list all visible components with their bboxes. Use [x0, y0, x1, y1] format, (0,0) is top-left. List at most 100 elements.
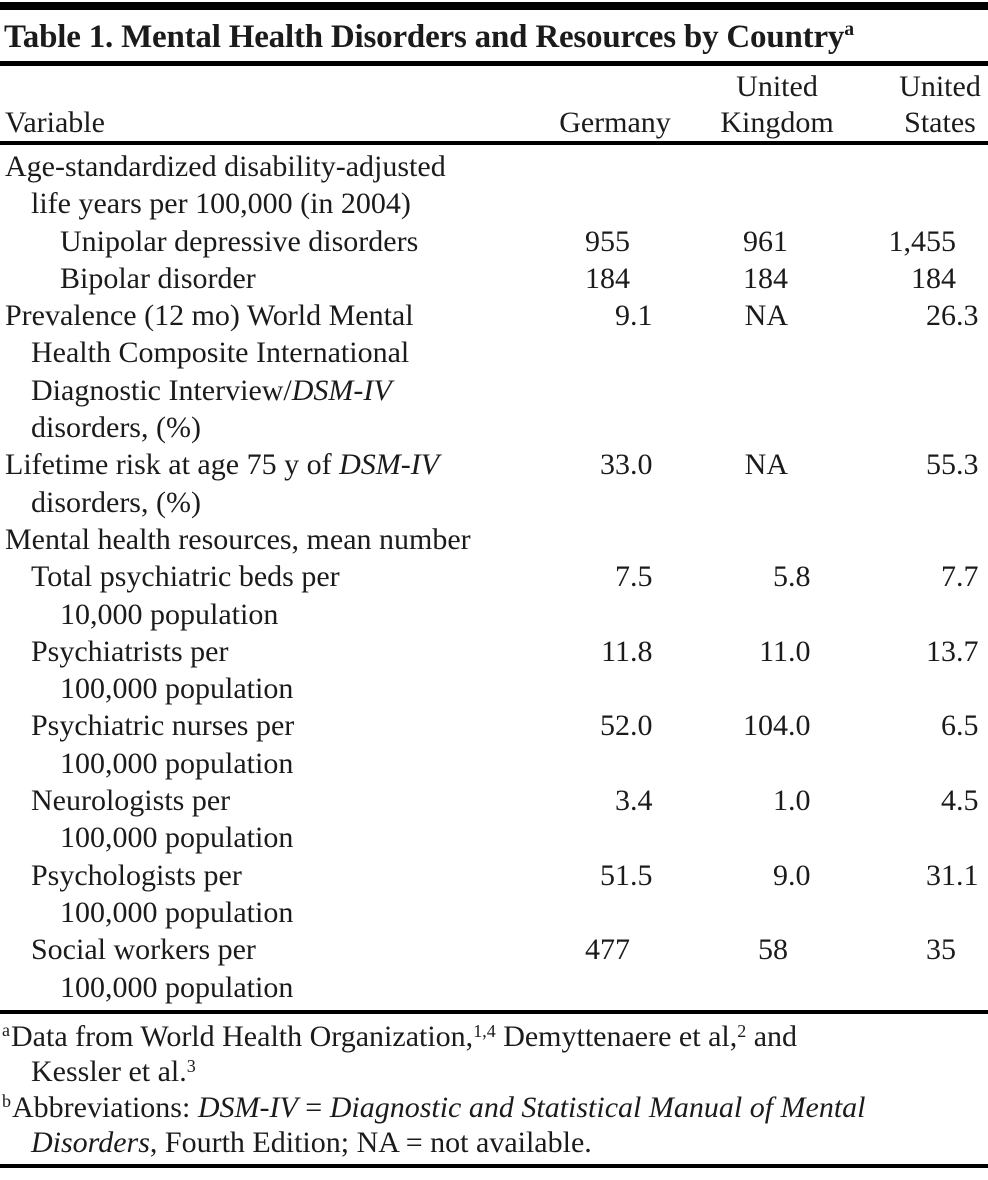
table-footnotes: aData from World Health Organization,1,4…: [0, 1014, 988, 1164]
table-row-line: Prevalence (12 mo) World Mental 9.1 NA 26.3: [0, 297, 988, 334]
value-integer-part: 52: [600, 709, 630, 743]
value-decimal-part: .0: [630, 709, 653, 743]
value-integer-part: 3: [615, 784, 630, 818]
value-germany: 33.0: [540, 446, 690, 483]
title-footnote-marker: a: [844, 18, 854, 40]
label-text: Psychologists per: [31, 858, 242, 892]
value-integer-part: 9: [615, 299, 630, 333]
footnote-line: Disorders, Fourth Edition; NA = not avai…: [0, 1125, 988, 1161]
value-united-states: 6.5: [840, 707, 988, 744]
value-decimal-part: .8: [788, 560, 811, 594]
table-row-line: Health Composite International: [0, 334, 988, 371]
value-united-states: 35: [840, 931, 988, 968]
value-decimal-part: .5: [956, 784, 979, 818]
label-text: Neurologists per: [31, 784, 231, 818]
column-header-variable: Variable: [5, 106, 105, 139]
value-united-kingdom: 184: [690, 260, 840, 297]
column-header-germany-line2: Germany: [559, 106, 671, 139]
value-integer-part: 184: [585, 261, 630, 295]
table-row-line: Age-standardized disability-adjusted: [0, 148, 988, 185]
value-integer-part: 7: [615, 560, 630, 594]
label-text: Psychiatrists per: [31, 634, 229, 668]
value-integer-part: 104: [743, 709, 788, 743]
reference-superscript: 3: [186, 1056, 196, 1077]
top-rule: [0, 2, 988, 10]
table-row-line: Diagnostic Interview/DSM-IV: [0, 372, 988, 409]
value-integer-part: 5: [773, 560, 788, 594]
value-decimal-part: .4: [630, 784, 653, 818]
row-label: Psychiatric nurses per: [0, 707, 540, 744]
reference-superscript: 2: [737, 1020, 747, 1041]
row-label: Health Composite International: [0, 334, 540, 371]
row-label: Psychiatrists per: [0, 633, 540, 670]
value-decimal-part: .8: [630, 634, 653, 668]
table-row-line: 100,000 population: [0, 670, 988, 707]
value-united-kingdom: 58: [690, 931, 840, 968]
row-label: Bipolar disorder: [0, 260, 540, 297]
table-row-line: 100,000 population: [0, 745, 988, 782]
value-united-states: 55.3: [840, 446, 988, 483]
value-united-kingdom: 11.0: [690, 633, 840, 670]
table-title-text: Table 1. Mental Health Disorders and Res…: [4, 19, 845, 55]
label-text: 100,000 population: [60, 821, 294, 855]
value-germany: 3.4: [540, 782, 690, 819]
value-integer-part: 1: [773, 784, 788, 818]
value-integer-part: 13: [926, 634, 956, 668]
table-row-line: Lifetime risk at age 75 y of DSM-IV 33.0 N…: [0, 446, 988, 483]
label-text: Data from World Health Organization,: [11, 1019, 474, 1053]
value-integer-part: NA: [744, 448, 788, 482]
header-row-1: United United: [0, 69, 988, 105]
row-label: 10,000 population: [0, 596, 540, 633]
table-row-line: Total psychiatric beds per 7.5 5.8 7.7: [0, 558, 988, 595]
label-text: Diagnostic Interview/: [31, 373, 292, 407]
value-germany: 955: [540, 223, 690, 260]
value-integer-part: 4: [941, 784, 956, 818]
row-label: disorders, (%): [0, 409, 540, 446]
row-label: 100,000 population: [0, 969, 540, 1006]
value-germany: 9.1: [540, 297, 690, 334]
title-separator-rule: [0, 61, 988, 66]
label-text: life years per 100,000 (in 2004): [31, 187, 411, 221]
italic-text: DSM-IV: [339, 448, 440, 482]
value-integer-part: 961: [743, 224, 788, 258]
table-row-line: Social workers per 477 58 35: [0, 931, 988, 968]
label-text: Bipolar disorder: [60, 261, 256, 295]
value-integer-part: 51: [600, 858, 630, 892]
italic-text: DSM-IV: [291, 373, 392, 407]
header-row-2: Variable Germany Kingdom States: [0, 105, 988, 141]
value-germany: 184: [540, 260, 690, 297]
label-text: Health Composite International: [31, 336, 410, 370]
label-text: Social workers per: [31, 933, 256, 967]
table-body: Age-standardized disability-adjusted life…: [0, 145, 988, 1010]
row-label: Total psychiatric beds per: [0, 558, 540, 595]
row-label: Unipolar depressive disorders: [0, 223, 540, 260]
value-united-kingdom: 5.8: [690, 558, 840, 595]
column-header-germany-line1: [540, 69, 690, 105]
footnote-line: bAbbreviations: DSM-IV = Diagnostic and …: [0, 1090, 988, 1126]
table-row-line: Unipolar depressive disorders 955 961 1,455: [0, 223, 988, 260]
table-row-line: Psychiatric nurses per 52.0 104.0 6.5: [0, 707, 988, 744]
row-label: Social workers per: [0, 931, 540, 968]
table-title: Table 1. Mental Health Disorders and Res…: [0, 10, 988, 61]
value-decimal-part: .0: [630, 448, 653, 482]
row-label: Prevalence (12 mo) World Mental: [0, 297, 540, 334]
header-separator-rule: [0, 141, 988, 145]
value-germany: 11.8: [540, 633, 690, 670]
value-decimal-part: .5: [630, 560, 653, 594]
label-text: Abbreviations:: [12, 1090, 198, 1124]
value-decimal-part: .1: [956, 858, 979, 892]
value-united-kingdom: NA: [690, 297, 840, 334]
row-label: 100,000 population: [0, 745, 540, 782]
header-spacer: [0, 69, 540, 105]
value-integer-part: 7: [941, 560, 956, 594]
value-germany: 7.5: [540, 558, 690, 595]
table-row-line: Mental health resources, mean number: [0, 521, 988, 558]
value-integer-part: 9: [773, 858, 788, 892]
value-decimal-part: .3: [956, 299, 979, 333]
label-text: Demyttenaere et al,: [495, 1019, 738, 1053]
value-integer-part: 26: [926, 299, 956, 333]
value-integer-part: 6: [941, 709, 956, 743]
value-decimal-part: .0: [788, 858, 811, 892]
row-label: Diagnostic Interview/DSM-IV: [0, 372, 540, 409]
value-united-states: 13.7: [840, 633, 988, 670]
